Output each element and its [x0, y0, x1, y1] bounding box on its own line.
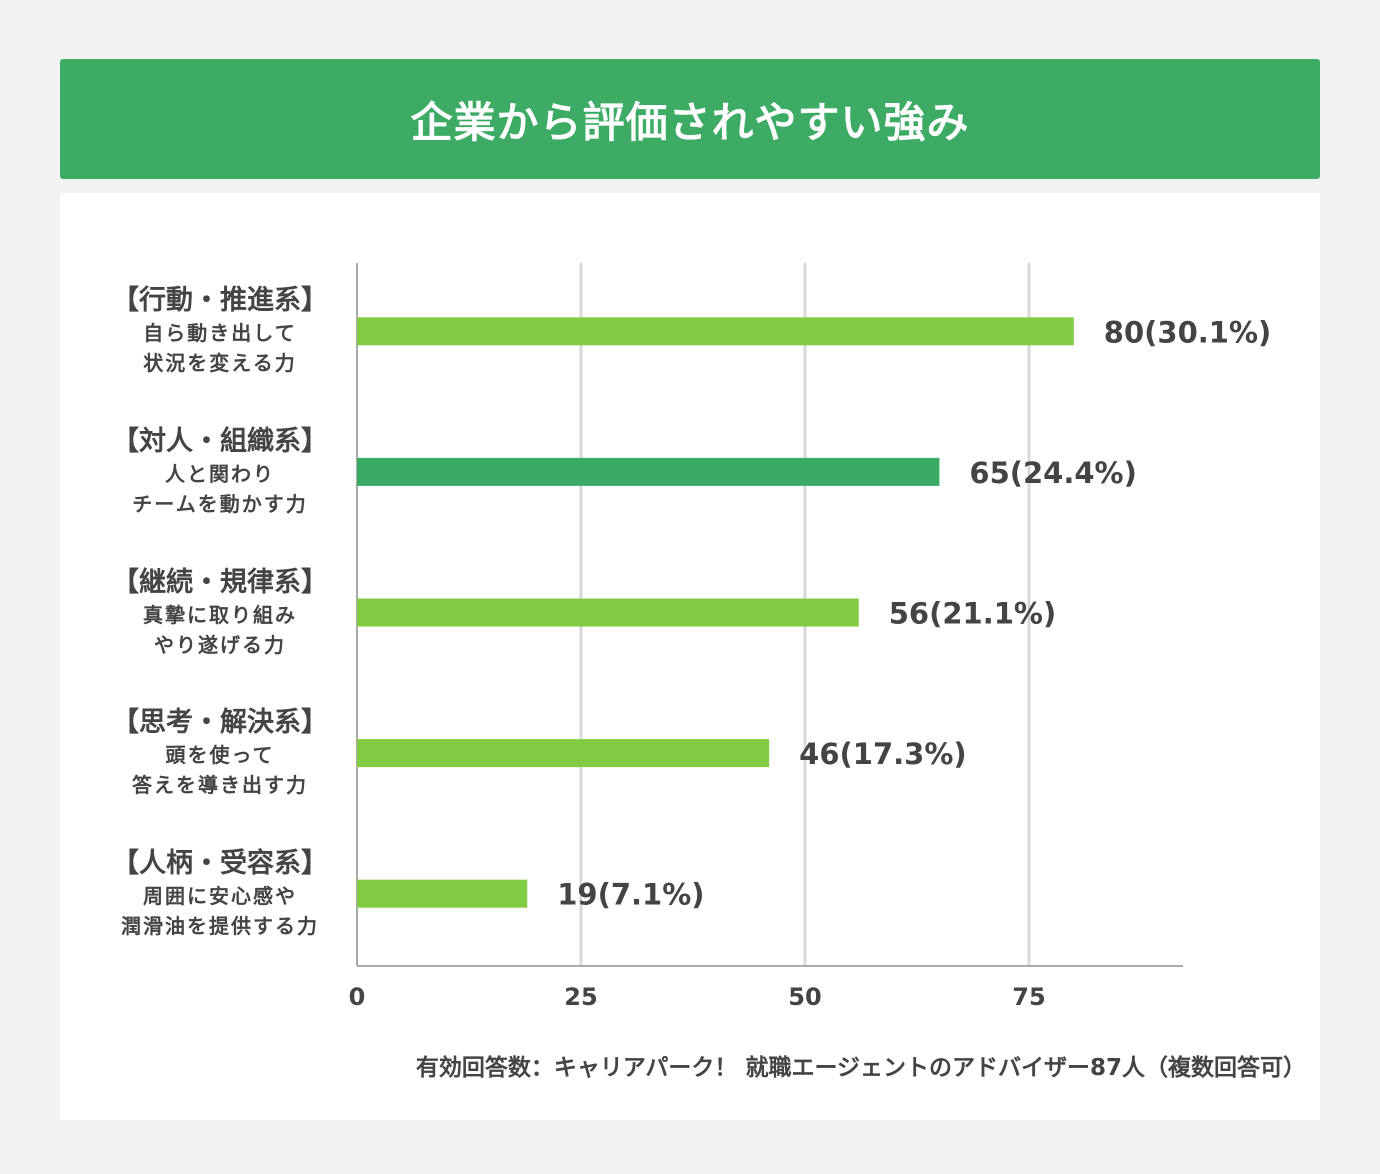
category-title: 【継続・規律系】: [112, 566, 328, 598]
bar: [357, 598, 859, 627]
data-label: 46(17.3%): [799, 737, 966, 771]
category-title: 【人柄・受容系】: [112, 847, 328, 879]
category-label: 【対人・組織系】人と関わりチームを動かす力: [70, 425, 370, 519]
chart-header: 企業から評価されやすい強み: [60, 59, 1320, 179]
category-description: 人と関わり: [165, 461, 275, 486]
data-label: 19(7.1%): [557, 878, 704, 912]
x-tick-label: 0: [349, 983, 366, 1011]
category-title: 【行動・推進系】: [112, 285, 328, 317]
category-description: 頭を使って: [165, 743, 275, 768]
category-description: 答えを導き出す力: [132, 773, 308, 798]
chart-panel: 0 25 50 75 80(30.1%) 65(24.4%) 56(21.1%) 46(17.…: [60, 193, 1320, 1120]
category-description: 周囲に安心感や: [143, 883, 297, 908]
bar-chart: 0 25 50 75 80(30.1%) 65(24.4%) 56(21.1%) 46(17.…: [349, 263, 1271, 1011]
x-tick-label: 75: [1012, 983, 1045, 1011]
data-label: 65(24.4%): [969, 456, 1136, 490]
category-description: 潤滑油を提供する力: [121, 913, 319, 938]
category-title: 【思考・解決系】: [112, 707, 328, 739]
data-label: 56(21.1%): [889, 597, 1056, 631]
x-tick-label: 50: [788, 983, 821, 1011]
bar: [357, 317, 1074, 346]
bar: [357, 739, 770, 768]
category-title: 【対人・組織系】: [112, 425, 328, 457]
category-description: チームを動かす力: [132, 491, 308, 516]
x-tick-label: 25: [564, 983, 597, 1011]
data-label: 80(30.1%): [1104, 315, 1271, 349]
bar: [357, 879, 528, 908]
bar: [357, 457, 940, 486]
category-description: 状況を変える力: [143, 351, 297, 376]
category-description: やり遂げる力: [154, 632, 286, 657]
category-label: 【行動・推進系】自ら動き出して 状況を変える力: [70, 284, 370, 378]
category-label: 【人柄・受容系】周囲に安心感や 潤滑油を提供する力: [70, 847, 370, 941]
chart-title: 企業から評価されやすい強み: [410, 97, 970, 147]
category-description: 自ら動き出して: [143, 321, 297, 346]
category-label: 【継続・規律系】真摯に取り組み やり遂げる力: [70, 566, 370, 660]
category-label: 【思考・解決系】頭を使って答えを導き出す力: [70, 706, 370, 800]
category-description: 真摯に取り組み: [143, 602, 297, 627]
footnote: 有効回答数：キャリアパーク！ 就職エージェントのアドバイザー87人（複数回答可）: [415, 1055, 1306, 1081]
